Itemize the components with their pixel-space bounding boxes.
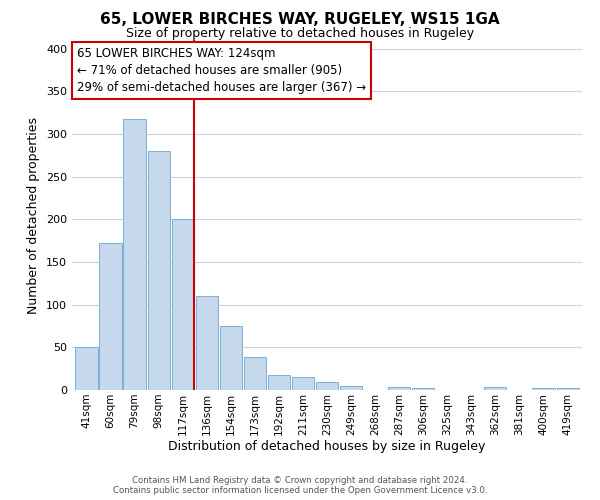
- Text: Size of property relative to detached houses in Rugeley: Size of property relative to detached ho…: [126, 28, 474, 40]
- Bar: [76, 348, 98, 390]
- Bar: [100, 243, 122, 390]
- Bar: [557, 388, 578, 390]
- Bar: [172, 220, 194, 390]
- Text: Contains HM Land Registry data © Crown copyright and database right 2024.
Contai: Contains HM Land Registry data © Crown c…: [113, 476, 487, 495]
- Text: 65 LOWER BIRCHES WAY: 124sqm
← 71% of detached houses are smaller (905)
29% of s: 65 LOWER BIRCHES WAY: 124sqm ← 71% of de…: [77, 47, 366, 94]
- Y-axis label: Number of detached properties: Number of detached properties: [28, 116, 40, 314]
- Bar: [268, 376, 290, 390]
- Bar: [388, 388, 410, 390]
- Bar: [484, 388, 506, 390]
- Bar: [316, 382, 338, 390]
- Bar: [148, 151, 170, 390]
- Bar: [532, 388, 554, 390]
- Bar: [196, 296, 218, 390]
- X-axis label: Distribution of detached houses by size in Rugeley: Distribution of detached houses by size …: [169, 440, 485, 454]
- Bar: [124, 118, 146, 390]
- Bar: [220, 326, 242, 390]
- Bar: [412, 388, 434, 390]
- Text: 65, LOWER BIRCHES WAY, RUGELEY, WS15 1GA: 65, LOWER BIRCHES WAY, RUGELEY, WS15 1GA: [100, 12, 500, 28]
- Bar: [340, 386, 362, 390]
- Bar: [244, 356, 266, 390]
- Bar: [292, 377, 314, 390]
